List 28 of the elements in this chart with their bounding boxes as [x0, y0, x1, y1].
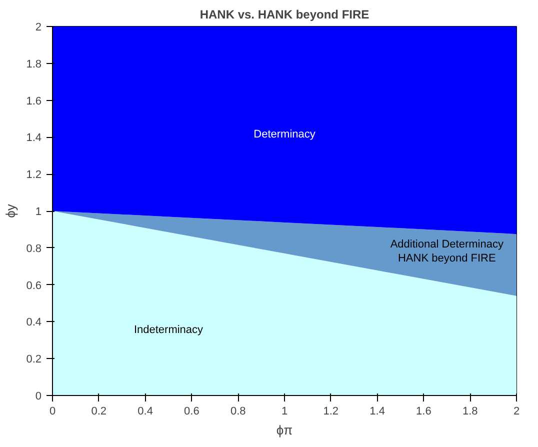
y-tick-label: 1.2: [26, 169, 42, 182]
y-axis-title: ϕy: [3, 204, 18, 218]
x-tick-label: 0.4: [138, 406, 153, 418]
y-tick-label: 0.6: [26, 280, 42, 292]
chart-title: HANK vs. HANK beyond FIRE: [200, 8, 370, 22]
x-tick-label: 0.8: [230, 406, 246, 418]
series-label: Additional Determinacy HANK beyond FIRE: [390, 238, 504, 264]
y-tick-label: 1.8: [26, 58, 42, 70]
x-tick-label: 1.4: [370, 406, 385, 418]
y-tick-label: 1.6: [26, 95, 42, 108]
y-tick-label: 0.4: [26, 316, 42, 329]
x-tick-label: 0: [49, 406, 56, 418]
y-tick-label: 0.8: [26, 242, 42, 255]
x-tick-label: 0.2: [91, 406, 107, 418]
x-tick-label: 2: [513, 406, 520, 418]
series-label: Indeterminacy: [134, 324, 204, 336]
x-tick-label: 1: [281, 406, 288, 418]
y-tick-label: 1: [35, 206, 42, 218]
x-axis-title: ϕπ: [276, 422, 293, 438]
x-tick-label: 1.2: [323, 406, 339, 418]
y-tick-label: 2: [35, 22, 42, 34]
x-tick-label: 1.6: [416, 406, 432, 418]
x-tick-label: 0.6: [184, 406, 200, 418]
y-tick-label: 1.4: [26, 132, 42, 144]
series-label: Determinacy: [254, 128, 316, 140]
y-tick-label: 0: [35, 390, 42, 402]
x-tick-label: 1.8: [462, 406, 478, 418]
y-tick-label: 0.2: [26, 354, 42, 366]
